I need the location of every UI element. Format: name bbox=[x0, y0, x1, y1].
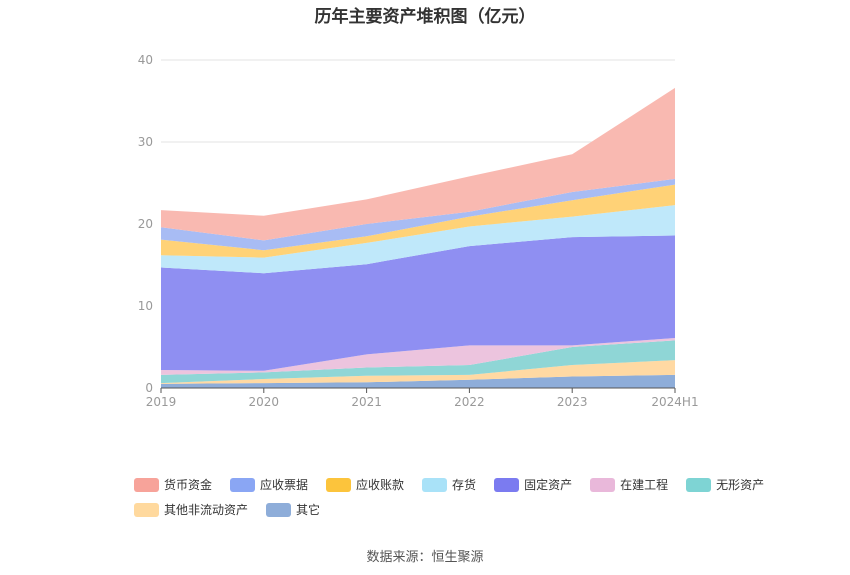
area-series[interactable] bbox=[161, 340, 675, 384]
area-series[interactable] bbox=[161, 235, 675, 371]
legend-swatch bbox=[266, 502, 292, 517]
legend-label: 无形资产 bbox=[716, 478, 765, 492]
legend-swatch bbox=[494, 477, 520, 492]
x-tick-label: 2022 bbox=[454, 395, 485, 409]
area-series[interactable] bbox=[161, 178, 675, 251]
legend-swatch bbox=[134, 502, 159, 517]
legend-label: 应收账款 bbox=[356, 478, 405, 492]
area-series-group bbox=[161, 87, 675, 388]
legend-item[interactable]: 应收账款 bbox=[326, 476, 404, 493]
legend-label: 固定资产 bbox=[524, 478, 573, 492]
legend-label: 其他非流动资产 bbox=[164, 503, 249, 517]
legend-label: 在建工程 bbox=[620, 478, 669, 492]
legend-item[interactable]: 存货 bbox=[422, 476, 476, 493]
x-tick-label: 2023 bbox=[557, 395, 588, 409]
y-tick-label: 40 bbox=[138, 53, 153, 67]
legend-swatch bbox=[134, 477, 159, 492]
y-tick-label: 0 bbox=[145, 381, 153, 395]
legend-swatch bbox=[686, 477, 712, 492]
area-series[interactable] bbox=[161, 374, 675, 388]
y-tick-label: 10 bbox=[138, 299, 153, 313]
area-series[interactable] bbox=[161, 87, 675, 241]
chart-title: 历年主要资产堆积图（亿元） bbox=[314, 7, 536, 27]
area-series[interactable] bbox=[161, 338, 675, 375]
legend-swatch bbox=[230, 477, 256, 492]
x-tick-label: 2019 bbox=[146, 395, 177, 409]
data-source-note: 数据来源：恒生聚源 bbox=[366, 550, 484, 565]
legend-swatch bbox=[590, 477, 616, 492]
legend-item[interactable]: 在建工程 bbox=[590, 476, 668, 493]
legend-item[interactable]: 固定资产 bbox=[494, 476, 572, 493]
legend-item[interactable]: 货币资金 bbox=[134, 476, 212, 493]
legend-label: 存货 bbox=[452, 478, 477, 492]
area-series[interactable] bbox=[161, 184, 675, 258]
legend: 货币资金 应收票据 应收账款 存货 固定资产 在建工程 无形资产 bbox=[134, 472, 764, 522]
x-axis-ticks: 2019 2020 2021 2022 2023 2024H1 bbox=[146, 395, 699, 409]
x-tick-label: 2021 bbox=[351, 395, 382, 409]
legend-label: 其它 bbox=[296, 503, 321, 517]
y-tick-label: 30 bbox=[138, 135, 153, 149]
x-tick-label: 2020 bbox=[249, 395, 280, 409]
y-axis-ticks: 0 10 20 30 40 bbox=[138, 53, 153, 395]
legend-item[interactable]: 无形资产 bbox=[686, 476, 764, 493]
legend-swatch bbox=[326, 477, 352, 492]
stacked-area-chart: 0 10 20 30 40 2019 2020 2021 2022 2023 2024H1 bbox=[138, 53, 699, 409]
legend-label: 应收票据 bbox=[260, 478, 309, 492]
area-series[interactable] bbox=[161, 205, 675, 274]
legend-item[interactable]: 其他非流动资产 bbox=[134, 501, 248, 518]
legend-item[interactable]: 其它 bbox=[266, 501, 320, 518]
x-axis bbox=[160, 387, 676, 393]
y-tick-label: 20 bbox=[138, 217, 153, 231]
legend-item[interactable]: 应收票据 bbox=[230, 476, 308, 493]
legend-label: 货币资金 bbox=[164, 478, 213, 492]
legend-swatch bbox=[422, 477, 448, 492]
legend-row-2: 其他非流动资产 其它 bbox=[134, 497, 734, 522]
x-tick-label: 2024H1 bbox=[651, 395, 698, 409]
area-series[interactable] bbox=[161, 360, 675, 384]
legend-row-1: 货币资金 应收票据 应收账款 存货 固定资产 在建工程 无形资产 bbox=[134, 472, 764, 497]
